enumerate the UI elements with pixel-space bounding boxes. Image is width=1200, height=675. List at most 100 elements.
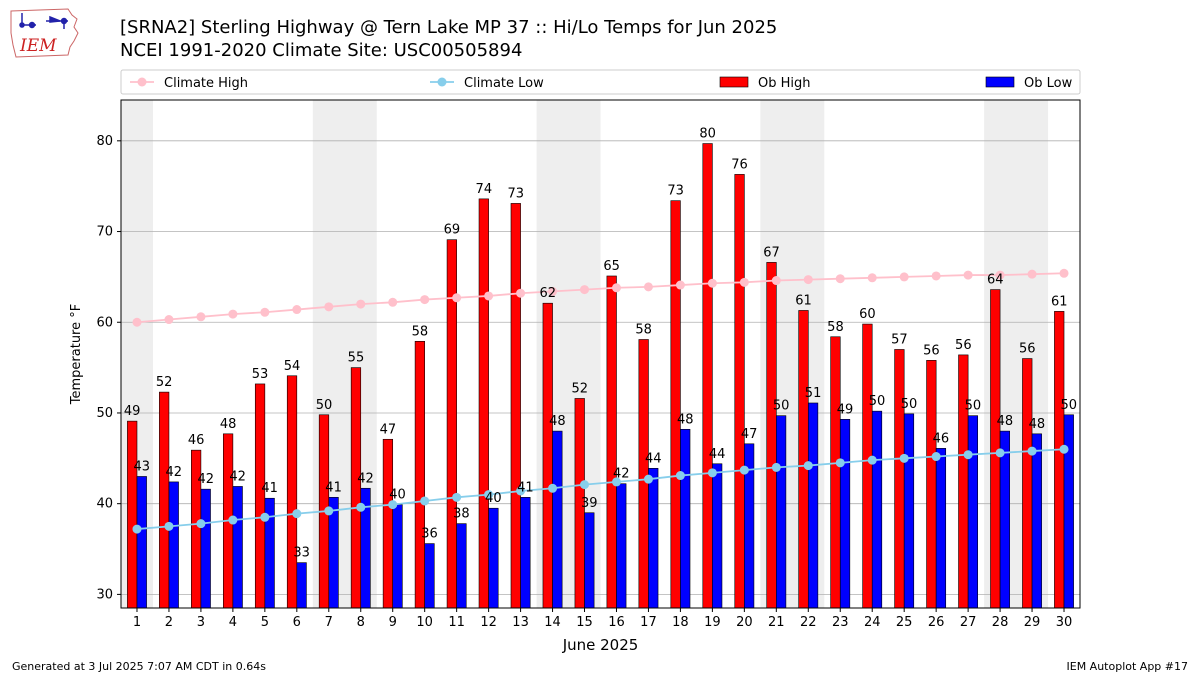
climate-high-point: [803, 275, 813, 285]
climate-high-point: [580, 285, 590, 295]
climate-high-point: [292, 305, 302, 315]
ob-high-value-label: 76: [731, 157, 748, 172]
ob-high-bar: [478, 198, 489, 609]
climate-lines: [132, 268, 1069, 534]
climate-low-point: [132, 524, 142, 534]
y-tick-label: 40: [96, 497, 113, 512]
ob-high-bar: [798, 310, 809, 609]
climate-high-point: [611, 283, 621, 293]
climate-low-point: [995, 448, 1005, 458]
climate-high-point: [324, 302, 334, 312]
climate-low-point: [739, 465, 749, 475]
climate-high-point: [675, 280, 685, 290]
ob-low-value-label: 40: [389, 488, 406, 503]
ob-low-legend-label: Ob Low: [1024, 76, 1073, 91]
bars: [127, 143, 1074, 609]
ob-low-value-label: 47: [741, 427, 758, 442]
ob-low-bar: [680, 428, 691, 609]
climate-low-point: [867, 455, 877, 465]
ob-low-value-label: 46: [933, 431, 950, 446]
ob-high-bar: [702, 143, 713, 609]
climate-low-point: [899, 453, 909, 463]
climate-low-point: [707, 468, 717, 478]
climate-high-point: [707, 278, 717, 288]
climate-high-point: [1059, 268, 1069, 278]
ob-high-bar: [830, 336, 841, 609]
x-tick-label: 21: [768, 615, 785, 630]
climate-high-point: [228, 309, 238, 319]
ob-high-bar: [510, 203, 521, 609]
climate-low-point: [228, 515, 238, 525]
ob-low-bar: [520, 497, 531, 609]
x-tick-label: 27: [960, 615, 977, 630]
x-tick-label: 6: [293, 615, 301, 630]
ob-low-bar: [776, 415, 787, 609]
plot-frame: [120, 99, 1081, 609]
climate-low-point: [388, 500, 398, 510]
x-tick-label: 17: [640, 615, 657, 630]
ob-high-value-label: 48: [220, 417, 237, 432]
ob-low-bar: [871, 410, 883, 609]
ob-high-bar: [286, 375, 298, 609]
x-tick-label: 26: [928, 615, 945, 630]
ob-high-value-label: 61: [1051, 294, 1068, 309]
ob-low-bar: [1063, 414, 1074, 609]
climate-low-point: [771, 462, 781, 472]
x-tick-label: 11: [448, 615, 465, 630]
ob-high-bar: [606, 275, 617, 609]
climate-low-point: [516, 486, 526, 496]
x-tick-label: 5: [261, 615, 269, 630]
ob-low-bar: [648, 467, 659, 609]
ob-high-value-label: 56: [1019, 342, 1036, 357]
ob-high-value-label: 47: [380, 422, 397, 437]
ob-low-bar: [456, 523, 467, 609]
ob-low-value-label: 44: [709, 447, 726, 462]
x-tick-label: 24: [864, 615, 881, 630]
climate-low-point: [196, 519, 206, 529]
x-tick-label: 9: [389, 615, 397, 630]
x-tick-label: 28: [992, 615, 1009, 630]
legend: Climate High Climate Low Ob High Ob Low: [120, 69, 1081, 95]
ob-high-value-label: 50: [316, 398, 333, 413]
climate-high-point: [132, 317, 142, 327]
climate-high-point: [1027, 269, 1037, 279]
ob-high-bar: [1022, 358, 1033, 609]
ob-low-value-label: 41: [325, 480, 342, 495]
ob-low-value-label: 51: [805, 386, 822, 401]
climate-high-point: [420, 295, 430, 305]
ob-low-value-label: 48: [1029, 417, 1046, 432]
ob-high-value-label: 80: [699, 127, 716, 142]
x-tick-label: 4: [229, 615, 237, 630]
ob-high-bar: [1054, 311, 1065, 609]
climate-high-point: [963, 270, 973, 280]
ob-low-value-label: 39: [581, 496, 598, 511]
ob-low-value-label: 43: [134, 459, 151, 474]
ob-low-bar: [200, 488, 211, 609]
ob-low-value-label: 42: [229, 469, 246, 484]
ob-high-bar: [670, 200, 681, 609]
climate-high-point: [452, 293, 462, 303]
legend-box: [120, 69, 1081, 95]
climate-low-point: [675, 471, 685, 481]
ob-low-bar: [999, 430, 1010, 609]
climate-high-point: [164, 315, 174, 325]
ob-high-value-label: 74: [476, 182, 493, 197]
climate-low-point: [260, 512, 270, 522]
x-tick-label: 2: [165, 615, 173, 630]
ob-high-value-label: 58: [412, 324, 429, 339]
x-tick-label: 1: [133, 615, 141, 630]
x-tick-label: 23: [832, 615, 849, 630]
ob-high-bar: [159, 391, 170, 609]
x-tick-label: 14: [544, 615, 561, 630]
climate-low-point: [803, 461, 813, 471]
x-tick-label: 22: [800, 615, 817, 630]
ob-low-value-label: 42: [613, 467, 630, 482]
ob-high-bar: [542, 302, 553, 609]
climate-high-point: [995, 270, 1005, 280]
climate-low-point: [484, 490, 494, 500]
ob-high-value-label: 73: [667, 184, 684, 199]
climate-high-point: [548, 286, 558, 296]
ob-low-legend-swatch: [985, 76, 1015, 88]
ob-low-value-label: 41: [261, 481, 278, 496]
ob-high-value-label: 62: [539, 286, 556, 301]
